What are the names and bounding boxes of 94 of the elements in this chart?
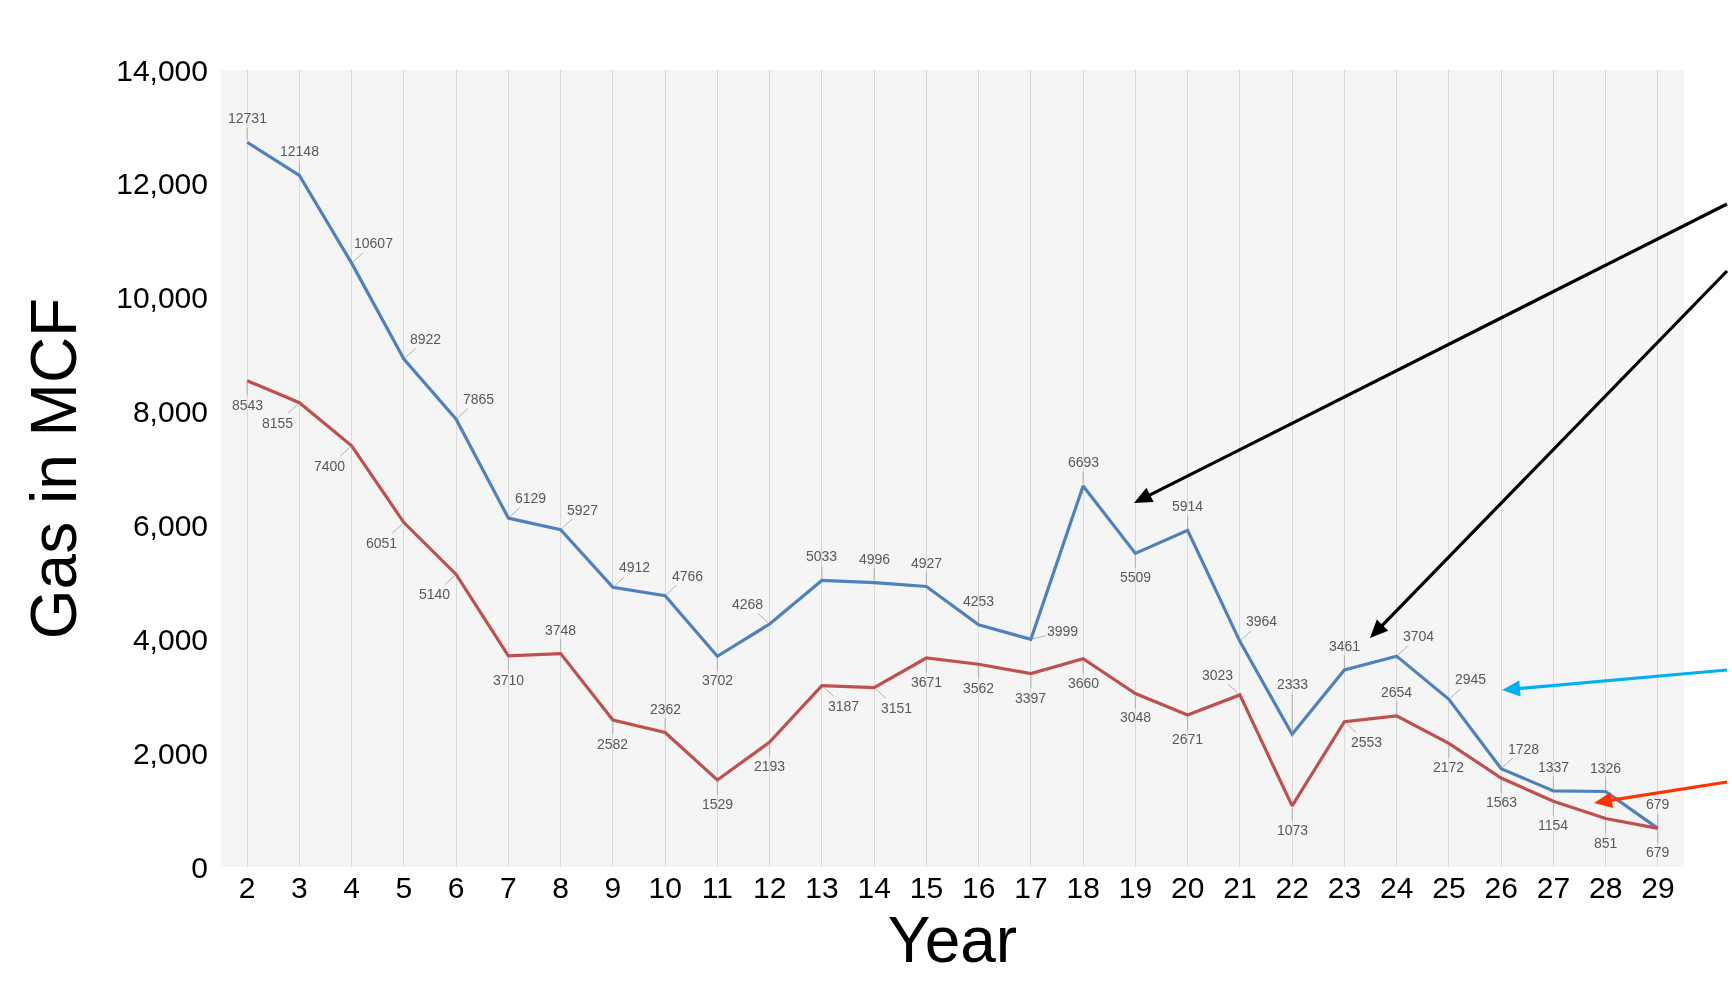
y-tick-label: 12,000 — [116, 167, 208, 201]
x-tick-label: 4 — [343, 871, 360, 904]
x-tick-label: 14 — [857, 871, 891, 904]
data-label: 5033 — [806, 548, 838, 564]
x-tick-label: 22 — [1275, 871, 1309, 904]
x-tick-label: 24 — [1379, 871, 1414, 904]
data-label: 3710 — [493, 672, 525, 688]
x-tick-label: 2 — [238, 871, 256, 904]
data-label: 1563 — [1486, 794, 1518, 810]
data-label: 1154 — [1538, 817, 1569, 833]
x-tick-label: 7 — [500, 871, 517, 904]
data-label: 2333 — [1277, 676, 1309, 692]
data-label: 5927 — [567, 502, 599, 518]
x-tick-label: 3 — [291, 871, 308, 904]
data-label: 3187 — [828, 698, 860, 714]
x-tick-label: 10 — [648, 871, 682, 904]
data-label: 679 — [1646, 844, 1670, 860]
data-label: 3748 — [545, 622, 577, 638]
x-tick-label: 11 — [701, 871, 733, 904]
data-label: 4912 — [619, 559, 651, 575]
data-label: 8155 — [262, 415, 294, 431]
x-tick-label: 15 — [909, 871, 944, 904]
data-label: 3999 — [1047, 623, 1079, 639]
x-tick-label: 5 — [395, 871, 413, 904]
x-tick-label: 29 — [1641, 871, 1675, 904]
data-label: 3562 — [963, 680, 995, 696]
x-tick-label: 19 — [1118, 871, 1153, 904]
data-label: 3151 — [881, 700, 913, 716]
data-label: 2362 — [650, 701, 682, 717]
data-label: 2671 — [1172, 731, 1204, 747]
data-label: 1529 — [702, 796, 734, 812]
y-tick-label: 8,000 — [132, 395, 208, 429]
y-tick-label: 10,000 — [116, 281, 208, 315]
data-label: 7865 — [463, 391, 495, 407]
data-label: 679 — [1646, 796, 1670, 812]
data-label: 8922 — [410, 331, 442, 347]
data-label: 8543 — [232, 397, 264, 413]
data-label: 3461 — [1329, 638, 1361, 654]
y-tick-label: 4,000 — [132, 622, 208, 656]
data-label: 2945 — [1455, 671, 1487, 687]
x-tick-label: 23 — [1327, 871, 1362, 904]
y-tick-label: 2,000 — [132, 736, 208, 770]
data-label: 3048 — [1120, 709, 1152, 725]
data-label: 6051 — [366, 535, 398, 551]
x-tick-label: 8 — [552, 871, 569, 904]
data-label: 5914 — [1172, 498, 1204, 514]
y-tick-label: 6,000 — [132, 508, 208, 542]
x-tick-label: 28 — [1588, 871, 1623, 904]
data-label: 1073 — [1277, 822, 1309, 838]
x-tick-label: 25 — [1432, 871, 1466, 904]
data-label: 2193 — [754, 758, 786, 774]
x-tick-label: 12 — [752, 871, 787, 904]
data-label: 5140 — [419, 586, 451, 602]
x-axis-title: Year — [887, 904, 1018, 976]
data-label: 5509 — [1120, 569, 1152, 585]
data-label: 6129 — [515, 490, 547, 506]
y-axis-title: Gas in MCF — [18, 297, 91, 640]
data-label: 6693 — [1068, 454, 1100, 470]
data-label: 3660 — [1068, 675, 1100, 691]
data-label: 4268 — [732, 596, 764, 612]
data-label: 1337 — [1538, 759, 1570, 775]
x-tick-label: 9 — [604, 871, 622, 904]
x-tick-label: 27 — [1536, 871, 1571, 904]
data-label: 2654 — [1381, 684, 1413, 700]
y-tick-label: 14,000 — [116, 53, 208, 87]
data-label: 1728 — [1508, 741, 1540, 757]
data-label: 3023 — [1202, 667, 1234, 683]
x-tick-label: 20 — [1170, 871, 1205, 904]
data-label: 12148 — [280, 143, 320, 159]
data-label: 3702 — [702, 672, 734, 688]
data-label: 3671 — [911, 674, 943, 690]
data-label: 3964 — [1246, 613, 1278, 629]
data-label: 4253 — [963, 593, 995, 609]
data-label: 10607 — [354, 235, 394, 251]
x-tick-label: 6 — [447, 871, 465, 904]
y-tick-label: 0 — [191, 850, 208, 884]
x-tick-label: 21 — [1223, 871, 1257, 904]
x-tick-label: 26 — [1484, 871, 1518, 904]
data-label: 3397 — [1015, 690, 1047, 706]
x-tick-label: 13 — [805, 871, 839, 904]
data-label: 2582 — [597, 736, 629, 752]
data-label: 4766 — [672, 568, 704, 584]
data-label: 7400 — [314, 458, 346, 474]
data-label: 12731 — [228, 110, 268, 126]
data-label: 2172 — [1433, 759, 1465, 775]
x-tick-label: 17 — [1014, 871, 1048, 904]
data-label: 4927 — [911, 555, 943, 571]
x-tick-label: 16 — [961, 871, 996, 904]
data-label: 3704 — [1403, 628, 1435, 644]
data-label: 4996 — [859, 551, 891, 567]
data-label: 2553 — [1351, 734, 1383, 750]
data-label: 851 — [1594, 835, 1618, 851]
data-label: 1326 — [1590, 760, 1622, 776]
x-tick-label: 18 — [1066, 871, 1100, 904]
